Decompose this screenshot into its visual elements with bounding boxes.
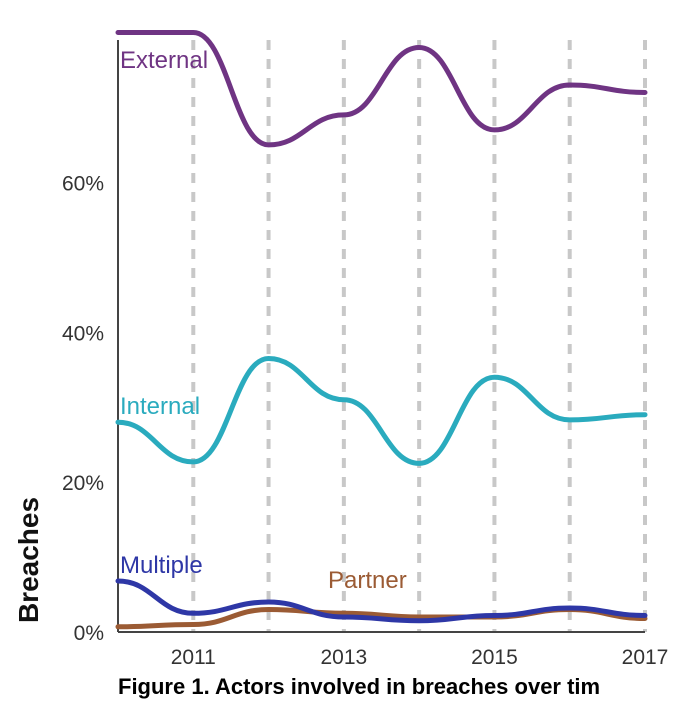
series-label-multiple: Multiple [120,552,203,579]
series-line-external [115,29,648,148]
series-label-external: External [120,47,208,74]
y-tick-label: 20% [62,472,104,495]
axes [117,40,645,633]
x-tick-label: 2013 [320,646,367,669]
y-tick-label: 0% [74,622,104,645]
series-line-internal [115,356,648,466]
x-tick-label: 2011 [171,646,216,669]
y-tick-label: 40% [62,322,104,345]
x-tick-label: 2017 [622,646,669,669]
series-label-partner: Partner [328,567,407,594]
series-labels: External Internal Multiple Partner [120,47,407,594]
y-axis-label: Breaches [13,497,44,623]
y-tick-label: 60% [62,172,104,195]
series-lines [115,29,648,630]
figure-caption: Figure 1. Actors involved in breaches ov… [118,674,601,699]
series-label-internal: Internal [120,393,200,420]
gridlines [191,40,647,632]
tick-labels: 0% 20% 40% 60% 2011 2013 2015 2017 [62,172,668,669]
x-tick-label: 2015 [471,646,518,669]
series-line-multiple [115,578,648,624]
